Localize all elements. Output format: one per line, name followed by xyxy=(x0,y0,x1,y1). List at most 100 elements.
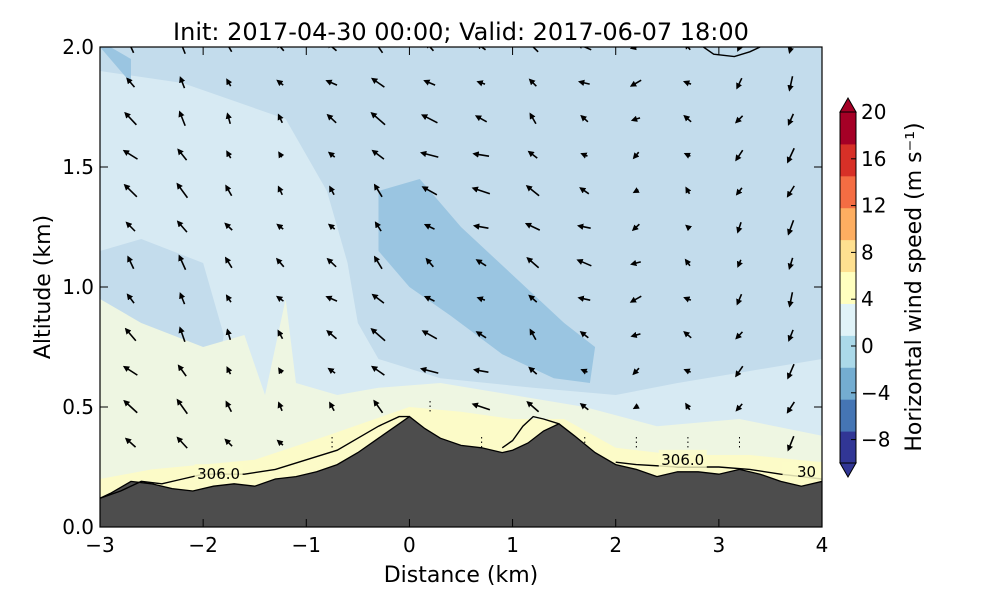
wind-vector xyxy=(371,293,385,304)
wind-vector xyxy=(632,403,640,410)
wind-vector xyxy=(786,401,796,414)
wind-vector xyxy=(525,185,540,197)
wind-vector xyxy=(420,114,438,124)
wind-vector xyxy=(577,295,591,302)
colorbar-tick-label: 20 xyxy=(861,100,886,124)
wind-vector xyxy=(176,436,188,449)
wind-vector xyxy=(275,295,284,303)
wind-vector xyxy=(576,259,592,267)
wind-vector xyxy=(225,112,232,124)
colorbar-tick-label: 8 xyxy=(861,240,874,264)
wind-vectors xyxy=(122,47,796,452)
wind-vector xyxy=(471,402,491,411)
wind-vector xyxy=(683,330,692,339)
wind-vector xyxy=(580,368,588,375)
contour-label: 306.0 xyxy=(197,465,240,483)
wind-vector xyxy=(178,326,186,343)
theta-contour xyxy=(702,47,761,58)
y-tick-label: 0.0 xyxy=(62,515,94,539)
wind-vector xyxy=(327,223,336,231)
wind-vector xyxy=(225,400,233,413)
wind-vector xyxy=(325,295,338,302)
wind-vector xyxy=(370,365,385,376)
wind-vector xyxy=(579,187,590,195)
wind-vector xyxy=(576,223,591,230)
terrain-outline xyxy=(100,415,822,499)
wind-vector xyxy=(577,79,590,86)
wind-vector xyxy=(579,403,589,411)
colorbar-frame xyxy=(839,111,857,464)
wind-vector xyxy=(225,294,233,303)
wind-vector xyxy=(373,183,383,198)
wind-vector xyxy=(787,219,795,236)
wind-vector xyxy=(327,367,336,375)
wind-vector xyxy=(326,257,337,268)
x-tick-label: 2 xyxy=(609,533,622,557)
wind-vector xyxy=(278,367,285,375)
wind-vector xyxy=(419,150,439,158)
y-tick-label: 2.0 xyxy=(62,35,94,59)
wind-vector xyxy=(423,79,436,86)
wind-vector xyxy=(526,400,540,413)
wind-vector xyxy=(735,403,743,412)
wind-vector xyxy=(325,79,338,86)
wind-vector xyxy=(576,47,592,51)
wind-vector xyxy=(682,80,692,87)
wind-vector xyxy=(177,148,188,161)
chart-title: Init: 2017-04-30 00:00; Valid: 2017-06-0… xyxy=(173,18,749,46)
wind-region-weak-easterly xyxy=(100,47,822,395)
x-tick-label: 3 xyxy=(712,533,725,557)
wind-vector xyxy=(683,152,691,159)
wind-vector xyxy=(472,367,489,374)
wind-vector xyxy=(423,223,435,230)
colorbar-tick-label: −4 xyxy=(861,381,890,405)
wind-vector xyxy=(124,111,137,126)
wind-vector xyxy=(685,402,692,411)
wind-vector xyxy=(276,79,284,87)
wind-vector xyxy=(786,147,795,164)
wind-vector xyxy=(126,293,135,304)
wind-vector xyxy=(526,47,539,53)
wind-vector xyxy=(122,365,138,376)
wind-vector xyxy=(735,365,744,378)
contour-label: 30 xyxy=(797,463,816,481)
wind-vector xyxy=(632,151,640,160)
terrain xyxy=(100,416,822,527)
wind-vector xyxy=(125,221,136,232)
wind-vector xyxy=(632,187,640,194)
wind-vector xyxy=(735,149,744,162)
colorbar-swatch xyxy=(840,335,856,368)
wind-vector xyxy=(787,257,794,270)
wind-vector xyxy=(225,47,233,53)
wind-vector xyxy=(326,113,337,124)
wind-vector xyxy=(275,47,285,52)
wind-vector xyxy=(425,257,434,268)
wind-vector xyxy=(224,256,233,269)
y-tick-label: 1.0 xyxy=(62,275,94,299)
wind-vector xyxy=(124,327,137,342)
wind-vector xyxy=(631,223,640,232)
wind-vector xyxy=(630,331,641,339)
wind-vector xyxy=(735,331,744,340)
colorbar-label: Horizontal wind speed (m s⁻¹) xyxy=(902,122,927,451)
wind-vector xyxy=(683,114,692,123)
x-tick-label: −1 xyxy=(292,533,321,557)
wind-vector xyxy=(373,399,384,414)
wind-vector xyxy=(630,115,641,122)
wind-vector xyxy=(684,47,691,51)
colorbar-tick-label: 12 xyxy=(861,194,886,218)
wind-vector xyxy=(528,294,538,303)
wind-vector xyxy=(421,330,438,340)
wind-vector xyxy=(632,367,640,376)
colorbar: 20 16 12 8 4 0 −4 −8 xyxy=(839,96,890,479)
theta-contour xyxy=(615,461,822,480)
wind-vector xyxy=(786,185,795,198)
colorbar-swatch xyxy=(840,303,856,336)
wind-vector xyxy=(176,182,189,199)
colorbar-swatch xyxy=(840,431,856,464)
wind-vector xyxy=(736,293,743,306)
wind-vector xyxy=(277,113,284,124)
wind-vector xyxy=(787,76,794,92)
wind-vector xyxy=(176,398,188,415)
